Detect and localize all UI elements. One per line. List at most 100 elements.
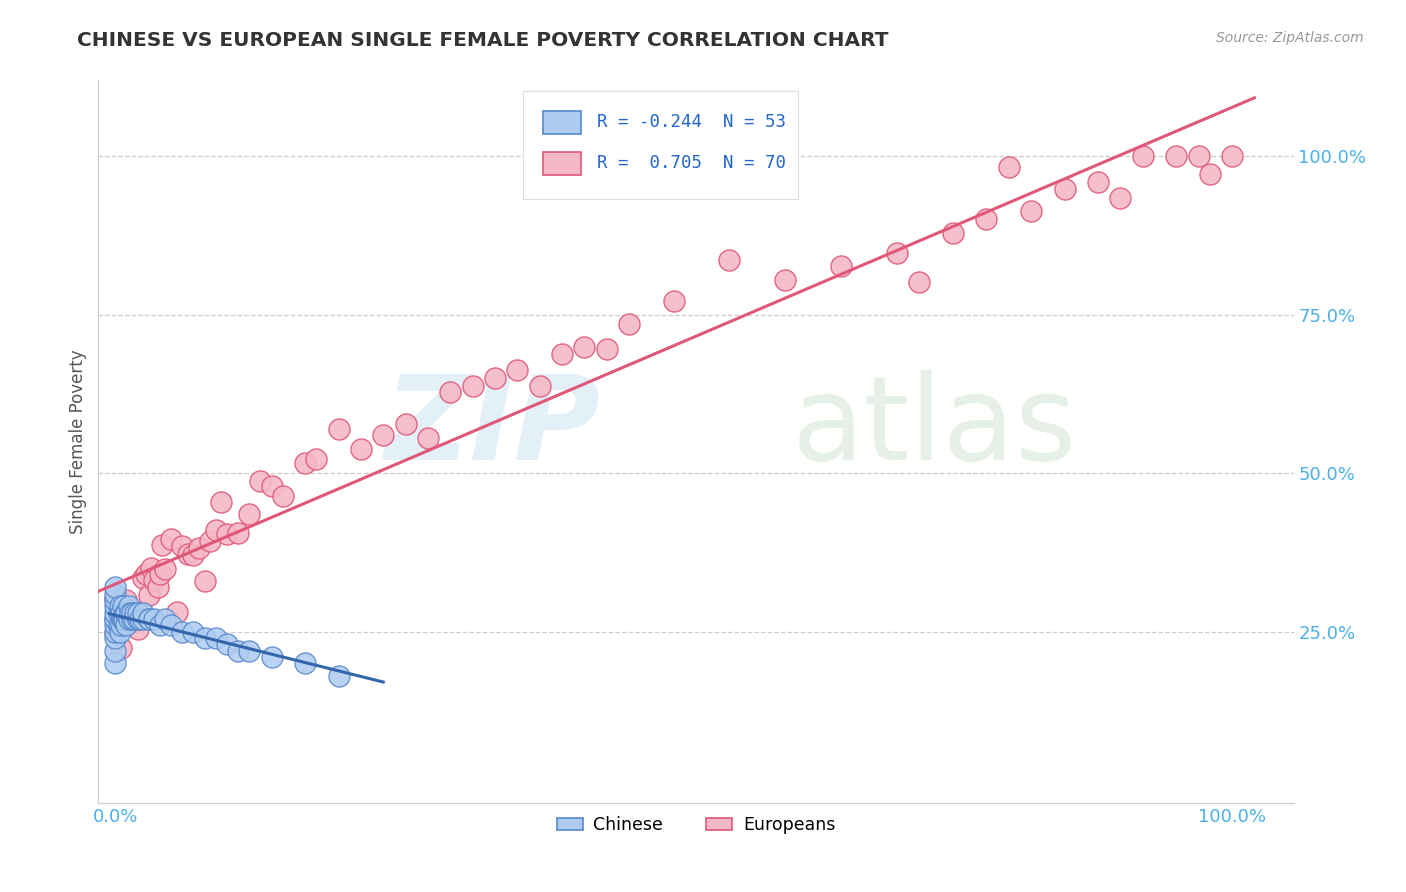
Point: [461, 379, 484, 393]
Point: [215, 526, 238, 541]
Point: [617, 317, 640, 331]
Point: [294, 657, 316, 671]
Point: [104, 587, 127, 601]
Point: [908, 275, 931, 289]
Point: [138, 612, 160, 626]
Point: [160, 618, 183, 632]
Point: [104, 624, 127, 639]
Point: [1109, 190, 1132, 204]
Text: Source: ZipAtlas.com: Source: ZipAtlas.com: [1216, 31, 1364, 45]
Point: [117, 615, 139, 629]
Point: [1198, 167, 1220, 181]
Point: [110, 640, 132, 655]
Point: [209, 495, 232, 509]
Point: [127, 606, 149, 620]
Point: [104, 599, 127, 614]
Point: [1132, 149, 1154, 163]
Point: [155, 562, 177, 576]
Point: [111, 618, 134, 632]
Point: [373, 428, 395, 442]
Point: [104, 606, 127, 620]
FancyBboxPatch shape: [543, 111, 581, 134]
Text: R =  0.705  N = 70: R = 0.705 N = 70: [596, 154, 786, 172]
Point: [121, 612, 143, 626]
Point: [238, 643, 260, 657]
Point: [1019, 203, 1042, 218]
Point: [143, 612, 166, 626]
Point: [108, 624, 131, 639]
Point: [121, 603, 143, 617]
Point: [886, 245, 908, 260]
Point: [127, 622, 149, 636]
Point: [104, 612, 127, 626]
Point: [138, 612, 160, 626]
Point: [104, 580, 127, 594]
Point: [172, 624, 194, 639]
Point: [104, 592, 127, 607]
Point: [595, 342, 617, 356]
Point: [155, 612, 177, 626]
Point: [111, 599, 134, 614]
Point: [271, 489, 294, 503]
Point: [260, 650, 283, 665]
Point: [204, 631, 226, 645]
Point: [104, 593, 127, 607]
Point: [166, 605, 188, 619]
Point: [110, 606, 132, 620]
Point: [183, 548, 205, 562]
Point: [139, 561, 162, 575]
Point: [1087, 175, 1109, 189]
Point: [416, 431, 439, 445]
Point: [215, 637, 238, 651]
Point: [226, 525, 249, 540]
Text: CHINESE VS EUROPEAN SINGLE FEMALE POVERTY CORRELATION CHART: CHINESE VS EUROPEAN SINGLE FEMALE POVERT…: [77, 31, 889, 50]
Point: [149, 618, 172, 632]
Point: [172, 539, 194, 553]
Point: [439, 384, 461, 399]
Point: [506, 363, 529, 377]
Point: [124, 614, 146, 628]
Point: [150, 538, 173, 552]
Point: [238, 508, 260, 522]
FancyBboxPatch shape: [543, 152, 581, 175]
Point: [104, 631, 127, 645]
Point: [187, 541, 209, 555]
Point: [104, 612, 127, 626]
Point: [117, 599, 139, 614]
Point: [107, 613, 129, 627]
Point: [1166, 149, 1188, 163]
Text: ZIP: ZIP: [384, 369, 600, 484]
Point: [718, 252, 741, 267]
Point: [305, 451, 328, 466]
Point: [830, 259, 852, 273]
Point: [328, 422, 350, 436]
Point: [104, 643, 127, 657]
Point: [128, 612, 150, 626]
Point: [138, 588, 160, 602]
Point: [104, 625, 127, 640]
Point: [127, 612, 149, 626]
Point: [146, 580, 169, 594]
Point: [551, 347, 574, 361]
Point: [104, 657, 127, 671]
Point: [350, 442, 373, 456]
Point: [160, 532, 183, 546]
Point: [114, 606, 136, 620]
Point: [484, 371, 506, 385]
Point: [115, 618, 138, 632]
Point: [294, 457, 316, 471]
Point: [394, 417, 416, 431]
Point: [107, 606, 129, 620]
Point: [997, 160, 1019, 174]
Point: [1053, 181, 1076, 195]
Point: [942, 226, 965, 240]
Point: [107, 618, 129, 632]
Point: [118, 606, 141, 620]
Point: [183, 624, 205, 639]
Point: [198, 533, 221, 548]
Point: [135, 567, 157, 582]
Point: [117, 612, 139, 626]
Point: [193, 631, 215, 645]
Point: [121, 606, 143, 620]
Point: [529, 379, 551, 393]
